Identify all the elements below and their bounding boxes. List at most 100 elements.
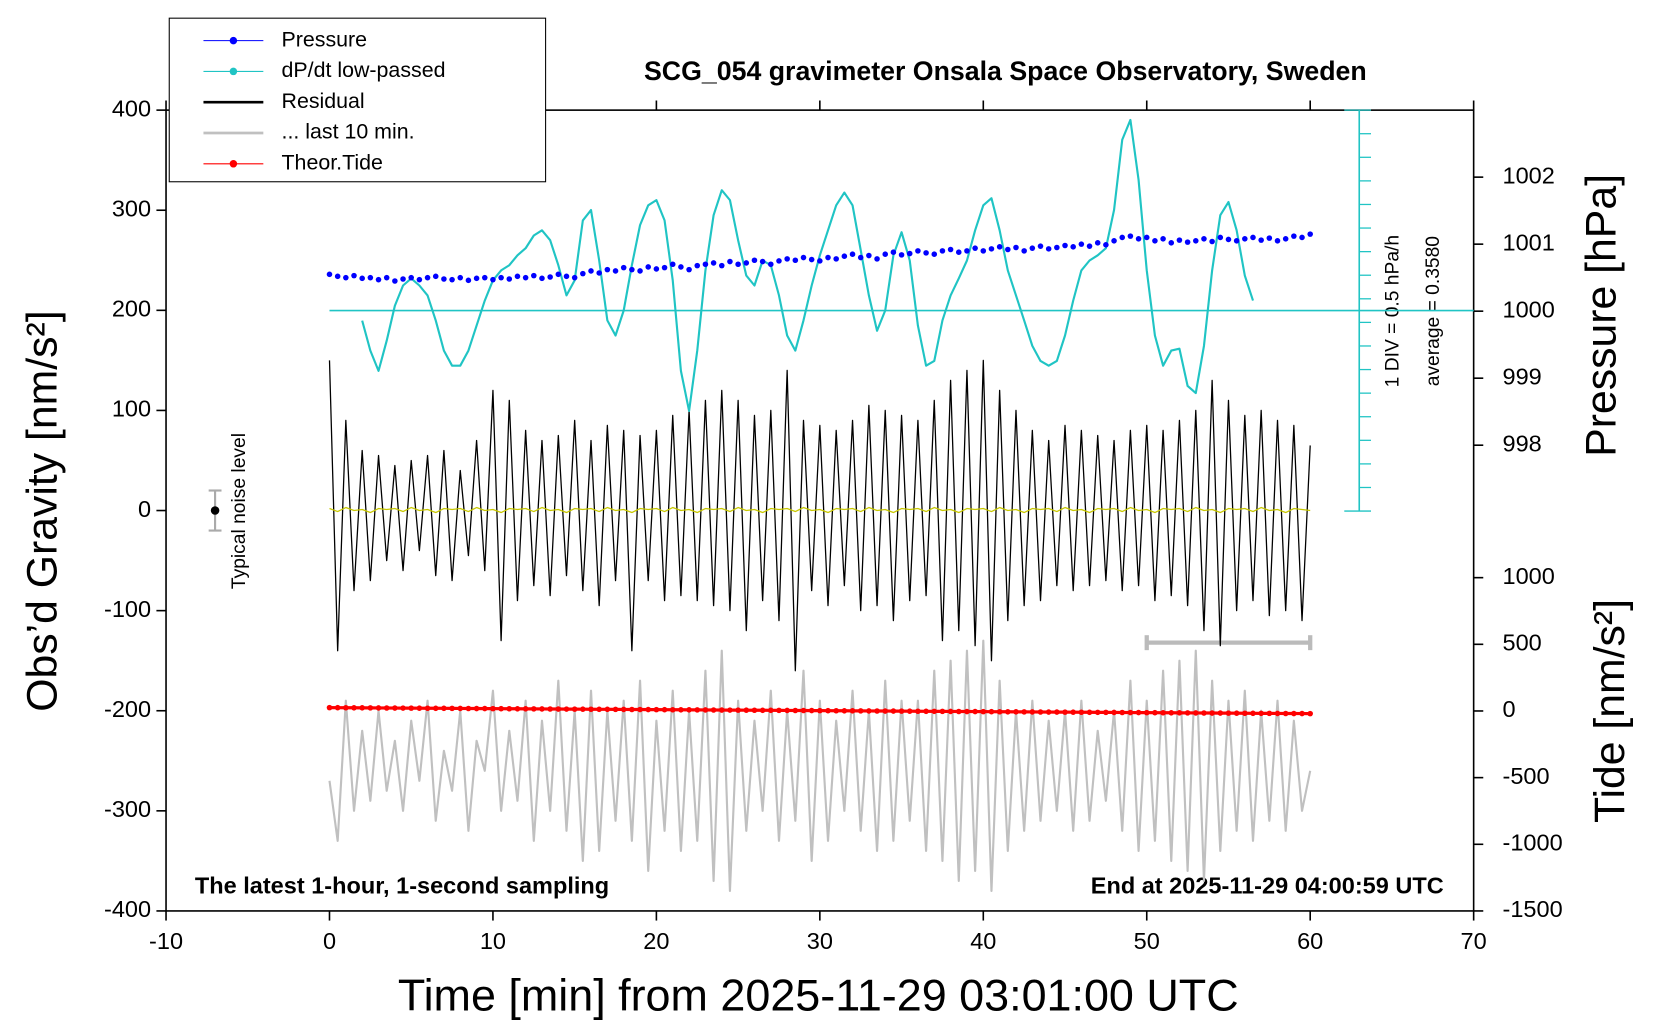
series-point bbox=[547, 274, 553, 280]
series-point bbox=[1266, 710, 1273, 717]
series-point bbox=[1307, 710, 1313, 717]
series-point bbox=[1168, 240, 1175, 246]
series-point bbox=[416, 276, 423, 283]
series-point bbox=[375, 276, 382, 283]
series-point bbox=[1291, 710, 1297, 717]
series-point bbox=[522, 274, 529, 281]
series-point bbox=[915, 708, 921, 715]
legend-marker bbox=[229, 160, 238, 168]
series-line bbox=[328, 639, 1312, 892]
series-point bbox=[800, 707, 807, 714]
legend-label: Theor.Tide bbox=[282, 150, 383, 174]
series-point bbox=[743, 260, 750, 266]
noise-point bbox=[210, 506, 220, 515]
series-point bbox=[392, 705, 398, 711]
series-point bbox=[694, 707, 701, 713]
series-point bbox=[702, 707, 709, 713]
series-point bbox=[522, 706, 529, 712]
series-point bbox=[915, 248, 921, 254]
series-point bbox=[980, 708, 987, 715]
series-point bbox=[727, 258, 733, 265]
series-point bbox=[669, 706, 676, 713]
x-tick-label: 10 bbox=[480, 928, 506, 954]
series-line bbox=[361, 118, 1255, 413]
series-point bbox=[359, 705, 365, 711]
series-point bbox=[343, 704, 349, 711]
pressure-tick-label: 1002 bbox=[1503, 162, 1555, 188]
x-tick-label: 70 bbox=[1461, 928, 1487, 954]
pressure-tick-label: 1001 bbox=[1503, 229, 1555, 255]
series-point bbox=[1037, 243, 1044, 249]
series-point bbox=[1250, 234, 1256, 241]
series-point bbox=[571, 274, 578, 281]
series-point bbox=[841, 708, 848, 714]
series-point bbox=[604, 266, 611, 273]
series-point bbox=[1282, 710, 1289, 717]
series-point bbox=[1119, 234, 1126, 241]
series-point bbox=[1103, 709, 1109, 716]
series-point bbox=[645, 706, 651, 713]
series-point bbox=[612, 706, 619, 713]
tide-axis-label: Tide [nm/s²] bbox=[1586, 599, 1634, 823]
series-point bbox=[890, 249, 897, 255]
series-point bbox=[1160, 236, 1166, 242]
series-point bbox=[825, 254, 831, 261]
series-point bbox=[972, 708, 978, 715]
series-point bbox=[996, 244, 1003, 250]
series-point bbox=[857, 708, 864, 714]
series-point bbox=[1143, 709, 1150, 716]
series-point bbox=[980, 248, 987, 254]
tide-tick-label: -500 bbox=[1503, 763, 1550, 789]
series-point bbox=[947, 708, 954, 715]
series-point bbox=[531, 706, 537, 712]
series-point bbox=[383, 705, 390, 711]
series-point bbox=[800, 254, 807, 261]
y-tick-label: 100 bbox=[112, 396, 151, 422]
annotation: The latest 1-hour, 1-second sampling bbox=[195, 873, 609, 899]
series-point bbox=[866, 708, 872, 714]
series-point bbox=[351, 272, 357, 279]
series-point bbox=[833, 707, 839, 714]
series-point bbox=[669, 261, 676, 268]
series-point bbox=[792, 257, 799, 264]
legend-marker bbox=[229, 36, 238, 45]
x-tick-label: 0 bbox=[323, 928, 336, 954]
series-point bbox=[1217, 710, 1224, 716]
series-point bbox=[923, 250, 929, 256]
series-point bbox=[1201, 236, 1207, 242]
series-point bbox=[1176, 710, 1183, 716]
series-point bbox=[1062, 709, 1068, 715]
series-point bbox=[653, 706, 660, 713]
series-point bbox=[735, 261, 741, 268]
series-point bbox=[1258, 710, 1264, 717]
series-point bbox=[1250, 710, 1256, 717]
series-point bbox=[1274, 710, 1281, 717]
series-point bbox=[678, 264, 684, 270]
series-point bbox=[1054, 244, 1060, 251]
series-point bbox=[825, 707, 831, 714]
legend-label: Residual bbox=[282, 89, 365, 113]
series-point bbox=[400, 705, 406, 711]
series-point bbox=[727, 707, 733, 713]
series-point bbox=[1282, 236, 1289, 242]
series-point bbox=[408, 705, 414, 711]
series-point bbox=[416, 705, 423, 711]
series-point bbox=[620, 706, 627, 713]
legend-label: dP/dt low-passed bbox=[282, 58, 446, 82]
series-point bbox=[359, 275, 365, 282]
series-point bbox=[988, 246, 995, 252]
series-point bbox=[457, 274, 464, 281]
series-point bbox=[629, 266, 635, 273]
series-point bbox=[1094, 240, 1101, 246]
series-point bbox=[1299, 710, 1305, 717]
series-point bbox=[1242, 710, 1248, 717]
x-tick-label: 30 bbox=[807, 928, 833, 954]
series-point bbox=[653, 266, 660, 272]
series-point bbox=[931, 708, 938, 715]
series-point bbox=[898, 708, 905, 714]
series-point bbox=[768, 707, 774, 714]
series-point bbox=[1013, 244, 1019, 251]
y-tick-label: 400 bbox=[112, 95, 151, 121]
series-point bbox=[457, 705, 464, 712]
series-point bbox=[506, 705, 513, 712]
